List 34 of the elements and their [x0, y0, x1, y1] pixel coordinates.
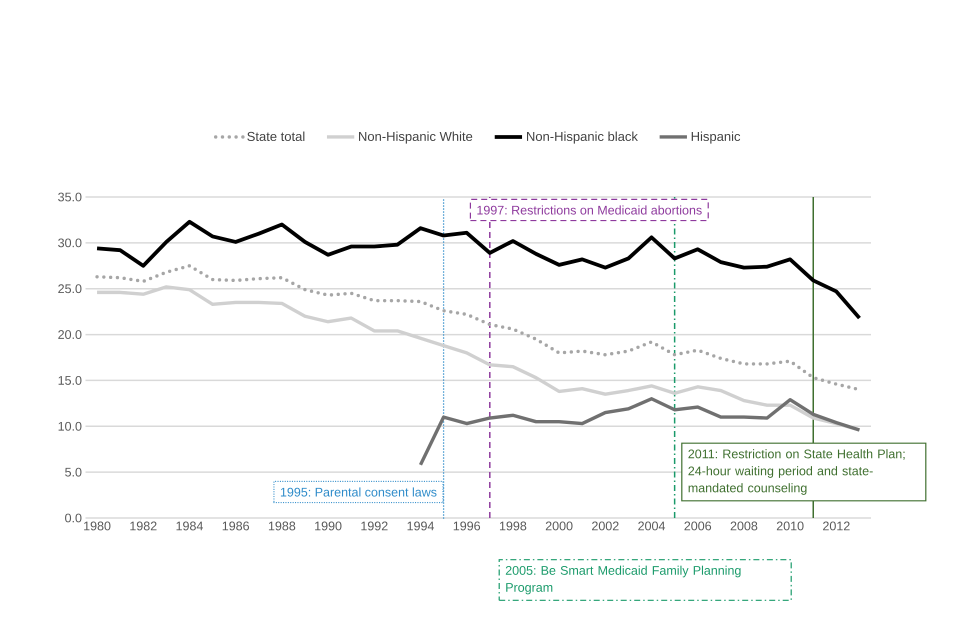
x-tick-label: 1980 — [84, 522, 110, 530]
x-tick-label: 1998 — [500, 522, 526, 530]
legend-label: State total — [247, 132, 304, 142]
line-series — [95, 220, 862, 320]
x-tick-label: 1986 — [222, 522, 250, 530]
x-tick-label: 2000 — [546, 522, 573, 530]
ref-line-label: 2011: Restriction on State Health Plan; 24-hour waiting period and state-mandated counseling — [688, 449, 905, 495]
y-tick-label: 20.0 — [58, 330, 82, 339]
x-tick-label: 2004 — [638, 522, 666, 530]
x-tick-label: 1988 — [268, 522, 296, 530]
x-tick-label: 1982 — [130, 522, 157, 530]
x-tick-label: 2008 — [730, 522, 758, 530]
x-tick-label: 2006 — [684, 522, 712, 530]
ref-line-label: 1997: Restrictions on Medicaid abortions — [477, 205, 702, 215]
legend-label: Non-Hispanic White — [359, 132, 472, 144]
y-tick-label: 15.0 — [58, 376, 82, 385]
x-tick-label: 2002 — [592, 522, 619, 530]
y-tick-label: 25.0 — [58, 284, 82, 294]
ref-line-label: 2005: Be Smart Medicaid Family Planning Program — [506, 566, 741, 594]
y-tick-label: 35.0 — [58, 192, 82, 202]
legend-label: Hispanic — [692, 132, 740, 144]
x-tick-label: 1992 — [361, 522, 388, 530]
x-tick-label: 2012 — [823, 522, 850, 530]
ref-line-label: 1995: Parental consent laws — [280, 487, 437, 497]
x-tick-label: 1984 — [176, 522, 203, 530]
y-tick-label: 10.0 — [58, 422, 82, 431]
x-tick-label: 1996 — [454, 522, 480, 530]
x-tick-label: 2010 — [776, 522, 804, 530]
y-tick-label: 0.0 — [65, 514, 82, 522]
y-tick-label: 5.0 — [65, 468, 82, 477]
y-tick-label: 30.0 — [58, 238, 82, 248]
x-tick-label: 1994 — [408, 522, 434, 530]
legend-label: Non-Hispanic black — [527, 132, 638, 144]
x-tick-label: 1990 — [315, 522, 342, 530]
